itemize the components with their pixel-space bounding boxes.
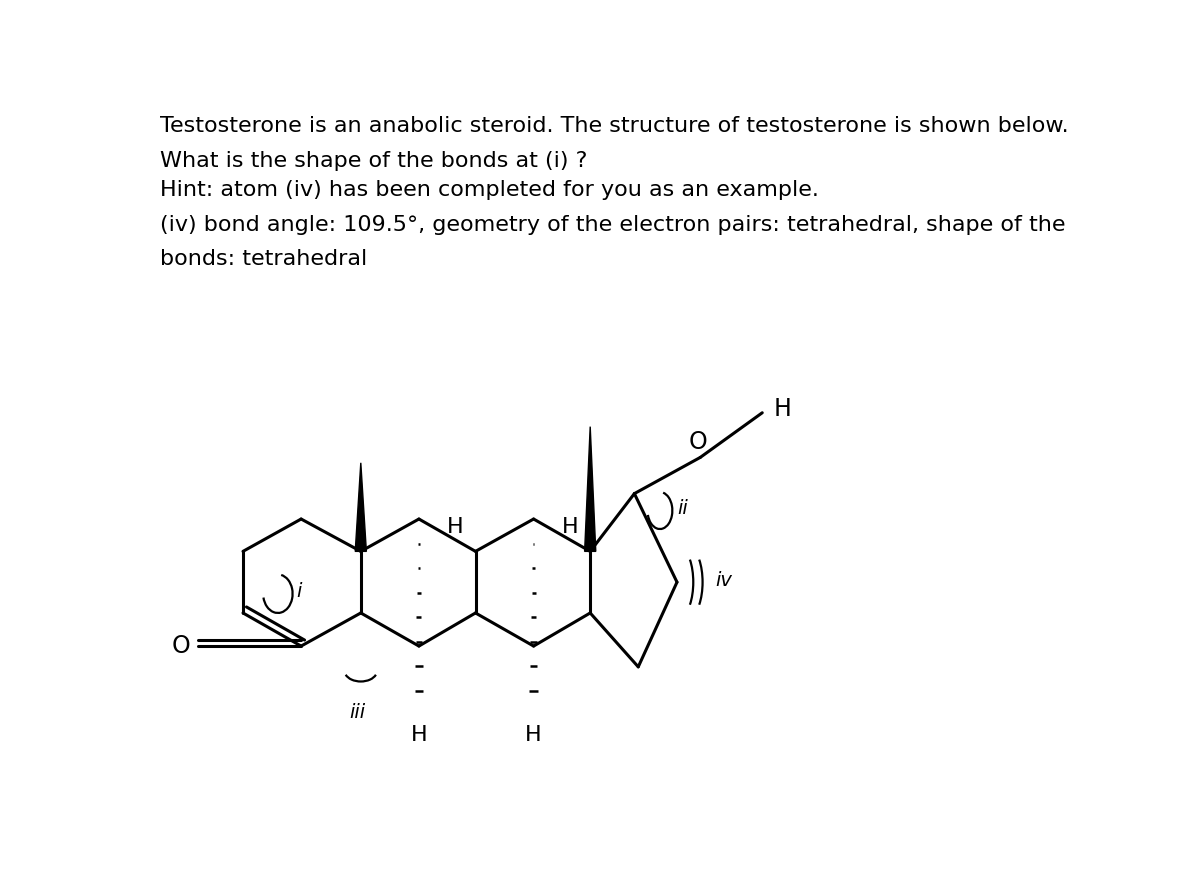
Text: O: O bbox=[172, 634, 191, 658]
Text: (iv) bond angle: 109.5°, geometry of the electron pairs: tetrahedral, shape of t: (iv) bond angle: 109.5°, geometry of the… bbox=[160, 215, 1066, 269]
Text: What is the shape of the bonds at (i) ?: What is the shape of the bonds at (i) ? bbox=[160, 151, 588, 171]
Text: iv: iv bbox=[715, 571, 733, 590]
Text: H: H bbox=[526, 725, 542, 745]
Polygon shape bbox=[355, 463, 366, 552]
Text: Hint: atom (iv) has been completed for you as an example.: Hint: atom (iv) has been completed for y… bbox=[160, 180, 818, 200]
Text: O: O bbox=[689, 430, 707, 454]
Text: H: H bbox=[562, 517, 578, 537]
Text: ii: ii bbox=[677, 498, 688, 518]
Text: i: i bbox=[296, 582, 302, 601]
Text: Testosterone is an anabolic steroid. The structure of testosterone is shown belo: Testosterone is an anabolic steroid. The… bbox=[160, 116, 1069, 136]
Text: H: H bbox=[448, 517, 464, 537]
Text: H: H bbox=[774, 397, 792, 421]
Polygon shape bbox=[584, 427, 595, 552]
Text: H: H bbox=[410, 725, 427, 745]
Text: iii: iii bbox=[349, 703, 365, 722]
